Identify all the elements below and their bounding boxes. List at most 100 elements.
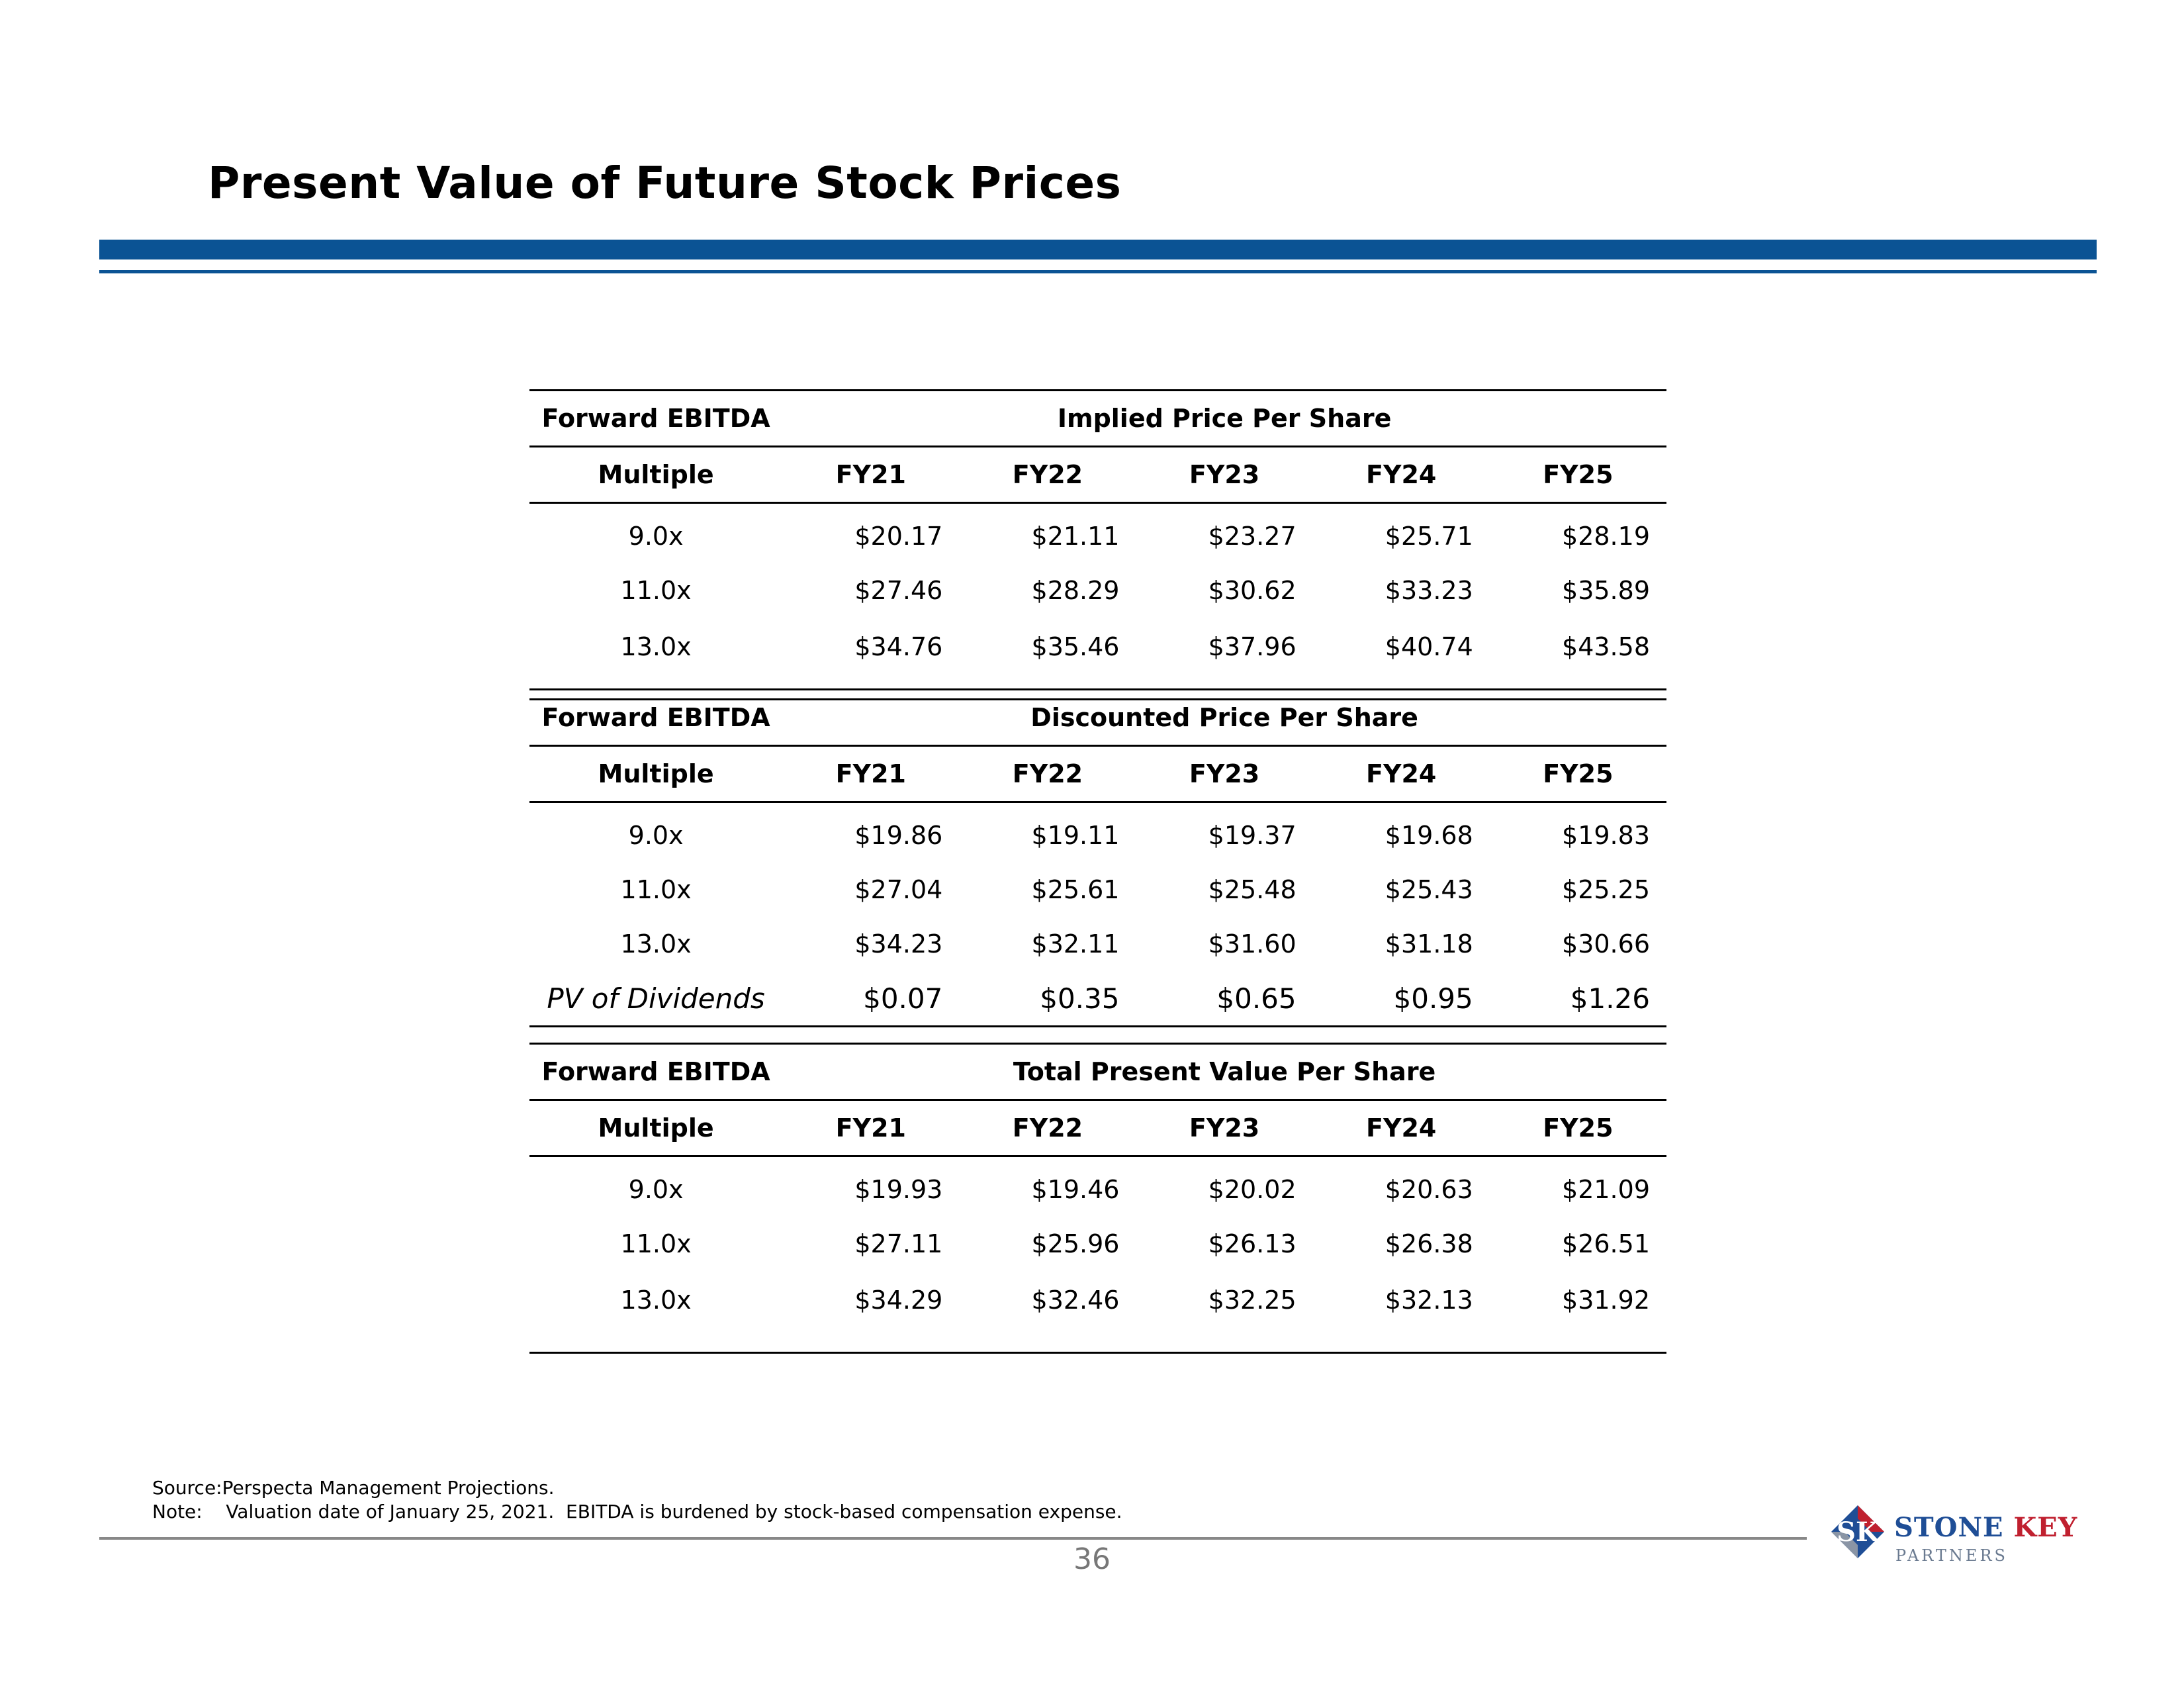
- value-cell: $19.11: [1031, 821, 1120, 850]
- column-label-bottom: Multiple: [598, 1113, 714, 1143]
- group-header: Implied Price Per Share: [782, 390, 1666, 447]
- column-label-top: Forward EBITDA: [529, 1043, 783, 1100]
- year-header: FY24: [1366, 460, 1437, 489]
- footer-rule: [99, 1537, 1807, 1540]
- page-title: Present Value of Future Stock Prices: [208, 158, 1122, 209]
- value-cell: $30.66: [1562, 929, 1650, 959]
- table-row: 11.0x $27.46 $28.29 $30.62 $33.23 $35.89: [529, 563, 1666, 618]
- value-cell: $25.25: [1562, 875, 1650, 904]
- page-number: 36: [1073, 1542, 1111, 1576]
- header-band-thin: [99, 270, 2097, 273]
- table-header-row: Forward EBITDA Implied Price Per Share: [529, 389, 1666, 447]
- value-cell: $31.92: [1562, 1286, 1650, 1315]
- multiple-cell: 9.0x: [628, 821, 684, 850]
- year-header: FY22: [1012, 460, 1083, 489]
- value-cell: $34.76: [854, 632, 943, 661]
- value-cell: $43.58: [1562, 632, 1650, 661]
- value-cell: $23.27: [1208, 522, 1297, 551]
- value-cell: $0.65: [1216, 982, 1297, 1015]
- value-cell: $25.61: [1031, 875, 1120, 904]
- year-header: FY24: [1366, 1113, 1437, 1143]
- column-label-bottom: Multiple: [598, 759, 714, 788]
- value-cell: $25.43: [1385, 875, 1473, 904]
- note-text: Valuation date of January 25, 2021. EBIT…: [226, 1501, 1122, 1523]
- value-cell: $31.18: [1385, 929, 1473, 959]
- multiple-cell: 11.0x: [620, 576, 692, 605]
- value-cell: $40.74: [1385, 632, 1473, 661]
- year-header: FY25: [1543, 460, 1614, 489]
- table-row: 9.0x $20.17 $21.11 $23.27 $25.71 $28.19: [529, 503, 1666, 564]
- table-row: 9.0x $19.93 $19.46 $20.02 $20.63 $21.09: [529, 1156, 1666, 1217]
- pv-dividends-label: PV of Dividends: [547, 982, 765, 1015]
- value-cell: $32.46: [1031, 1286, 1120, 1315]
- total-present-value-table: Forward EBITDA Total Present Value Per S…: [529, 1043, 1666, 1354]
- table-header-row: Forward EBITDA Total Present Value Per S…: [529, 1043, 1666, 1101]
- value-cell: $20.63: [1385, 1175, 1473, 1204]
- value-cell: $21.11: [1031, 522, 1120, 551]
- value-cell: $35.89: [1562, 576, 1650, 605]
- table-row: 11.0x $27.04 $25.61 $25.48 $25.43 $25.25: [529, 863, 1666, 917]
- value-cell: $34.23: [854, 929, 943, 959]
- value-cell: $19.83: [1562, 821, 1650, 850]
- value-cell: $32.25: [1208, 1286, 1297, 1315]
- logo-name-part1: STONE: [1894, 1512, 2004, 1543]
- value-cell: $19.86: [854, 821, 943, 850]
- value-cell: $20.02: [1208, 1175, 1297, 1204]
- year-header: FY22: [1012, 759, 1083, 788]
- value-cell: $0.95: [1393, 982, 1473, 1015]
- table-row: 13.0x $34.29 $32.46 $32.25 $32.13 $31.92: [529, 1271, 1666, 1353]
- multiple-cell: 9.0x: [628, 1175, 684, 1204]
- footnotes: Source:Perspecta Management Projections.…: [152, 1476, 1122, 1524]
- year-header: FY21: [835, 759, 906, 788]
- value-cell: $27.04: [854, 875, 943, 904]
- multiple-cell: 9.0x: [628, 522, 684, 551]
- value-cell: $25.71: [1385, 522, 1473, 551]
- value-cell: $27.46: [854, 576, 943, 605]
- value-cell: $30.62: [1208, 576, 1297, 605]
- table-row: 11.0x $27.11 $25.96 $26.13 $26.38 $26.51: [529, 1217, 1666, 1271]
- year-header: FY24: [1366, 759, 1437, 788]
- value-cell: $26.51: [1562, 1229, 1650, 1258]
- table-header-row: Forward EBITDA Discounted Price Per Shar…: [529, 688, 1666, 747]
- value-cell: $26.38: [1385, 1229, 1473, 1258]
- table-header-row: Multiple FY21 FY22 FY23 FY24 FY25: [529, 446, 1666, 503]
- value-cell: $19.68: [1385, 821, 1473, 850]
- column-label-bottom: Multiple: [598, 460, 714, 489]
- column-label-top: Forward EBITDA: [529, 688, 783, 746]
- source-text: Perspecta Management Projections.: [222, 1477, 555, 1499]
- header-band: [99, 240, 2097, 259]
- pv-dividends-row: PV of Dividends $0.07 $0.35 $0.65 $0.95 …: [529, 971, 1666, 1027]
- table-row: 13.0x $34.76 $35.46 $37.96 $40.74 $43.58: [529, 618, 1666, 700]
- value-cell: $28.19: [1562, 522, 1650, 551]
- year-header: FY25: [1543, 1113, 1614, 1143]
- year-header: FY23: [1189, 759, 1260, 788]
- value-cell: $37.96: [1208, 632, 1297, 661]
- value-cell: $21.09: [1562, 1175, 1650, 1204]
- value-cell: $19.93: [854, 1175, 943, 1204]
- multiple-cell: 11.0x: [620, 1229, 692, 1258]
- column-label-top: Forward EBITDA: [529, 389, 783, 447]
- value-cell: $25.48: [1208, 875, 1297, 904]
- year-header: FY25: [1543, 759, 1614, 788]
- value-cell: $19.37: [1208, 821, 1297, 850]
- multiple-cell: 13.0x: [620, 632, 692, 661]
- stone-key-logo-icon: SK: [1831, 1505, 1884, 1558]
- implied-price-table: Forward EBITDA Implied Price Per Share M…: [529, 389, 1666, 700]
- table-row: 9.0x $19.86 $19.11 $19.37 $19.68 $19.83: [529, 802, 1666, 863]
- value-cell: $31.60: [1208, 929, 1297, 959]
- value-cell: $27.11: [854, 1229, 943, 1258]
- value-cell: $1.26: [1570, 982, 1650, 1015]
- value-cell: $33.23: [1385, 576, 1473, 605]
- value-cell: $32.11: [1031, 929, 1120, 959]
- multiple-cell: 11.0x: [620, 875, 692, 904]
- value-cell: $0.07: [863, 982, 943, 1015]
- table-row: 13.0x $34.23 $32.11 $31.60 $31.18 $30.66: [529, 917, 1666, 971]
- value-cell: $20.17: [854, 522, 943, 551]
- source-label: Source:: [152, 1477, 222, 1499]
- multiple-cell: 13.0x: [620, 1286, 692, 1315]
- year-header: FY23: [1189, 460, 1260, 489]
- value-cell: $32.13: [1385, 1286, 1473, 1315]
- value-cell: $19.46: [1031, 1175, 1120, 1204]
- year-header: FY22: [1012, 1113, 1083, 1143]
- value-cell: $35.46: [1031, 632, 1120, 661]
